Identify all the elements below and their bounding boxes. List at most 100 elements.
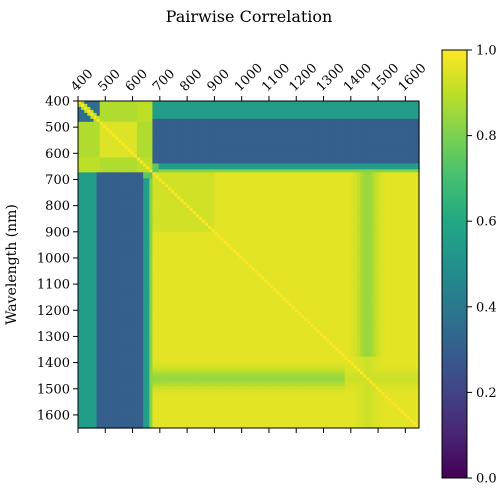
heatmap-cell	[115, 178, 119, 182]
heatmap-cell	[288, 219, 293, 224]
heatmap-cell	[143, 199, 147, 203]
heatmap-cell	[124, 205, 129, 209]
heatmap-cell	[322, 118, 327, 123]
heatmap-cell	[301, 175, 305, 179]
heatmap-cell	[233, 148, 237, 153]
heatmap-cell	[118, 133, 122, 138]
heatmap-cell	[239, 202, 243, 206]
heatmap-cell	[384, 115, 389, 120]
heatmap-cell	[264, 115, 268, 120]
heatmap-cell	[167, 124, 172, 129]
heatmap-cell	[155, 121, 160, 126]
heatmap-cell	[146, 148, 150, 153]
heatmap-cell	[397, 154, 401, 159]
heatmap-cell	[233, 169, 237, 173]
heatmap-cell	[233, 225, 237, 230]
heatmap-cell	[270, 187, 274, 191]
heatmap-cell	[152, 228, 157, 233]
heatmap-cell	[341, 225, 346, 230]
heatmap-cell	[397, 199, 401, 203]
heatmap-cell	[202, 231, 206, 236]
heatmap-cell	[310, 109, 315, 114]
heatmap-cell	[155, 234, 160, 239]
heatmap-cell	[384, 184, 389, 188]
heatmap-cell	[270, 166, 274, 170]
heatmap-cell	[357, 163, 361, 167]
heatmap-cell	[102, 190, 107, 194]
heatmap-cell	[192, 109, 197, 114]
heatmap-cell	[245, 154, 250, 159]
heatmap-cell	[195, 231, 200, 236]
heatmap-cell	[189, 234, 194, 239]
heatmap-cell	[372, 208, 377, 212]
heatmap-cell	[233, 196, 237, 200]
heatmap-cell	[171, 136, 175, 141]
heatmap-cell	[394, 103, 398, 108]
heatmap-cell	[87, 139, 91, 144]
heatmap-cell	[133, 101, 138, 105]
heatmap-cell	[341, 231, 346, 236]
heatmap-cell	[161, 234, 166, 239]
heatmap-cell	[301, 151, 305, 156]
heatmap-cell	[112, 184, 116, 188]
heatmap-cell	[276, 187, 281, 191]
heatmap-cell	[375, 151, 380, 156]
heatmap-cell	[251, 130, 256, 135]
heatmap-cell	[282, 154, 287, 159]
heatmap-cell	[171, 101, 175, 105]
heatmap-cell	[332, 225, 336, 230]
heatmap-cell	[109, 199, 113, 203]
heatmap-cell	[109, 210, 113, 215]
heatmap-cell	[400, 219, 405, 224]
heatmap-cell	[406, 157, 411, 162]
heatmap-cell	[276, 112, 281, 117]
heatmap-cell	[121, 231, 126, 236]
heatmap-cell	[322, 160, 327, 165]
heatmap-cell	[313, 139, 318, 144]
heatmap-cell	[205, 205, 209, 209]
heatmap-cell	[403, 160, 408, 165]
heatmap-cell	[415, 127, 420, 132]
heatmap-cell	[378, 112, 383, 117]
heatmap-cell	[295, 187, 299, 191]
heatmap-cell	[140, 219, 144, 224]
heatmap-cell	[273, 157, 277, 162]
heatmap-cell	[394, 190, 398, 194]
heatmap-cell	[127, 210, 132, 215]
heatmap-cell	[384, 190, 389, 194]
heatmap-cell	[115, 228, 119, 233]
heatmap-cell	[273, 163, 277, 167]
heatmap-cell	[360, 181, 364, 185]
heatmap-cell	[180, 234, 184, 239]
heatmap-cell	[360, 219, 364, 224]
heatmap-cell	[155, 112, 160, 117]
heatmap-cell	[267, 130, 271, 135]
heatmap-cell	[211, 231, 215, 236]
heatmap-cell	[397, 130, 401, 135]
heatmap-cell	[109, 106, 113, 111]
heatmap-cell	[332, 169, 336, 173]
heatmap-cell	[260, 225, 265, 230]
heatmap-cell	[341, 219, 346, 224]
heatmap-cell	[248, 216, 253, 221]
heatmap-cell	[394, 202, 398, 206]
heatmap-cell	[313, 169, 318, 173]
heatmap-cell	[251, 133, 256, 138]
heatmap-cell	[372, 166, 377, 170]
heatmap-cell	[254, 136, 259, 141]
heatmap-cell	[332, 190, 336, 194]
heatmap-cell	[96, 193, 101, 197]
heatmap-cell	[233, 175, 237, 179]
heatmap-cell	[313, 136, 318, 141]
heatmap-cell	[115, 109, 119, 114]
heatmap-cell	[96, 103, 101, 108]
heatmap-cell	[195, 115, 200, 120]
heatmap-cell	[363, 225, 367, 230]
heatmap-cell	[335, 225, 339, 230]
heatmap-cell	[81, 139, 85, 144]
heatmap-cell	[254, 109, 259, 114]
heatmap-cell	[360, 151, 364, 156]
heatmap-cell	[96, 187, 101, 191]
heatmap-cell	[205, 216, 209, 221]
heatmap-cell	[353, 178, 358, 182]
